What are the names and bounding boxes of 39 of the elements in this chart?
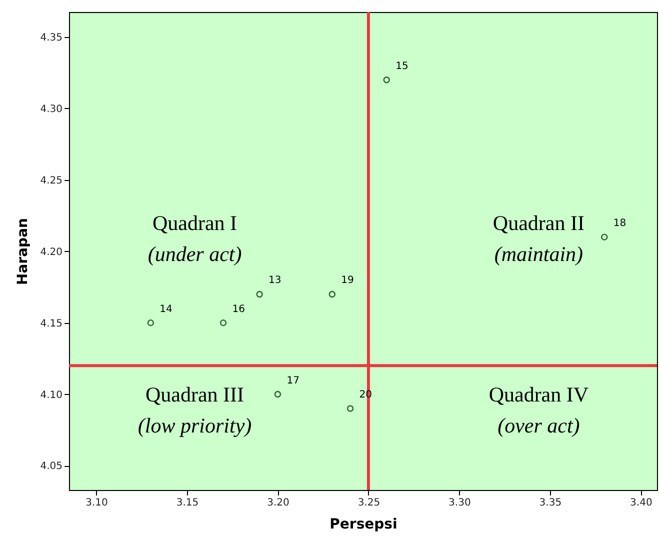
x-tick-label: 3.10	[86, 498, 108, 508]
y-tick-label: 4.15	[40, 318, 62, 330]
annotation: Quadran III	[146, 382, 244, 407]
x-tick-label: 3.15	[176, 498, 199, 508]
annotation: (under act)	[148, 242, 242, 266]
x-tick-label: 3.20	[267, 498, 290, 508]
annotation: (low priority)	[138, 414, 252, 438]
annotation: 18	[613, 218, 626, 230]
y-tick-label: 4.35	[40, 32, 62, 44]
y-tick-label: 4.05	[40, 461, 62, 472]
point	[346, 405, 354, 412]
x-axis-title: Persepsi	[330, 516, 398, 532]
annotation: Quadran IV	[488, 382, 589, 407]
point	[256, 290, 263, 298]
annotation: 16	[232, 304, 245, 315]
annotation: 13	[268, 275, 282, 286]
annotation: (maintain)	[494, 242, 584, 266]
annotation: Quadran II	[492, 211, 584, 236]
point	[328, 290, 336, 298]
annotation: 15	[396, 60, 408, 72]
annotation: Quadran I	[152, 211, 238, 236]
annotation: 17	[286, 375, 300, 386]
point	[274, 390, 282, 398]
x-tick-label: 3.35	[539, 498, 562, 508]
annotation: 19	[341, 275, 354, 286]
x-tick-label: 3.40	[630, 498, 652, 508]
x-tick-label: 3.25	[358, 498, 380, 508]
y-tick-label: 4.30	[40, 104, 62, 115]
y-tick-label: 4.20	[40, 246, 62, 258]
annotation: (over act)	[498, 414, 580, 438]
x-tick-label: 3.30	[448, 498, 471, 508]
y-tick-label: 4.25	[40, 175, 62, 186]
point	[601, 234, 608, 240]
point	[147, 319, 154, 326]
point	[220, 319, 227, 326]
point	[383, 76, 390, 84]
y-tick-label: 4.10	[40, 390, 62, 401]
annotation: 14	[160, 304, 172, 315]
y-axis-title: Harapan	[15, 218, 32, 285]
